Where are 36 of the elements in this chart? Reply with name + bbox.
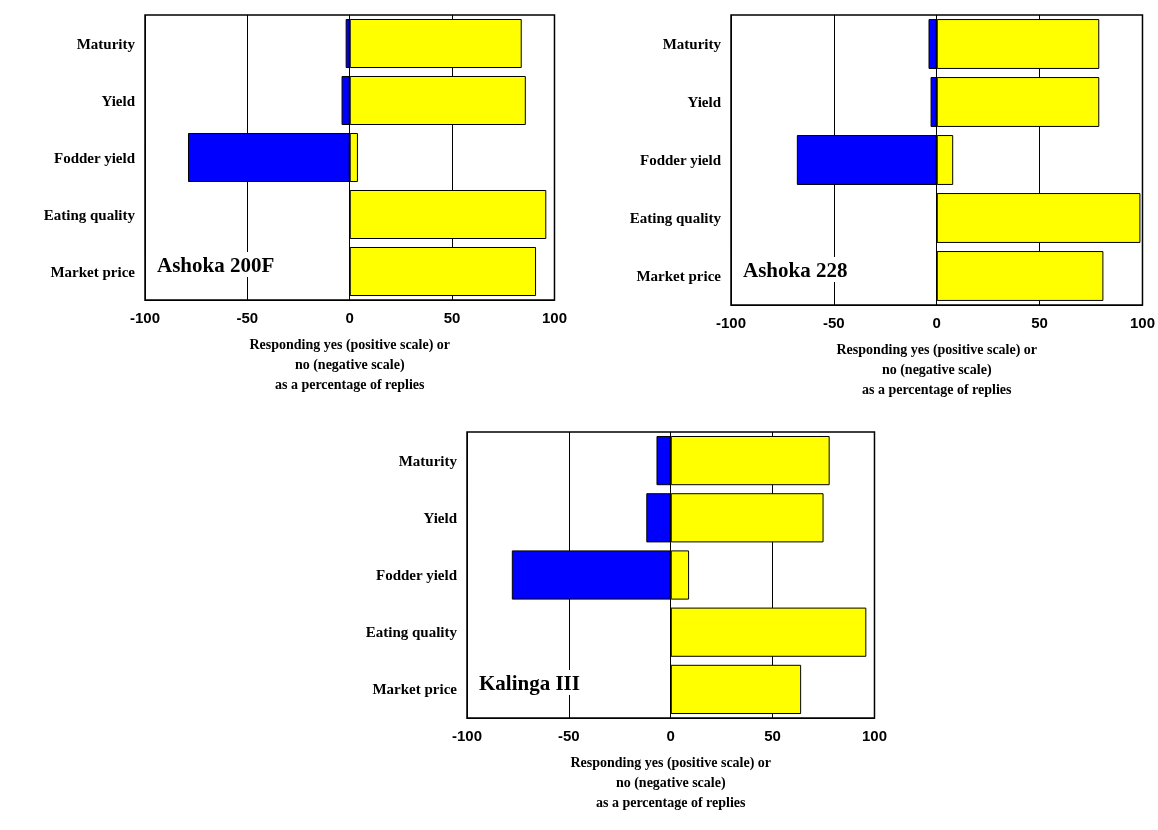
y-tick-label: Maturity	[398, 452, 458, 469]
x-tick-label: 0	[932, 314, 941, 331]
y-tick-label: Yield	[687, 94, 722, 110]
x-tick-label: 50	[764, 727, 781, 744]
x-tick-label: -50	[236, 309, 259, 326]
x-axis-title: Responding yes (positive scale) or no (negative scale) as a percentage of replies	[570, 754, 772, 810]
y-tick-label: Maturity	[76, 35, 136, 52]
x-tick-label: 50	[1031, 314, 1048, 331]
x-tick-label: 100	[541, 309, 567, 326]
y-tick-label: Market price	[50, 263, 136, 280]
text: Ashoka 200F	[157, 252, 275, 277]
y-tick-label: Maturity	[662, 36, 722, 52]
y-tick-label: Fodder yield	[376, 567, 458, 583]
y-tick-label: Fodder yield	[640, 152, 722, 168]
y-tick-label: Eating quality	[629, 210, 722, 226]
y-tick-label: Market price	[636, 268, 722, 284]
x-tick-label: 100	[1129, 314, 1155, 331]
y-tick-label: Yield	[101, 92, 136, 109]
y-tick-label: Yield	[423, 509, 458, 526]
x-tick-label: -100	[129, 309, 161, 326]
text: Kalinga III	[479, 670, 580, 695]
x-tick-label: -50	[558, 727, 580, 744]
x-tick-label: -50	[823, 314, 845, 331]
x-tick-label: 0	[666, 727, 675, 744]
x-tick-label: 0	[345, 309, 354, 326]
y-tick-label: Eating quality	[365, 624, 458, 641]
text: Ashoka 228	[743, 257, 848, 282]
y-tick-label: Fodder yield	[54, 149, 136, 166]
x-axis-title: Responding yes (positive scale) or no (negative scale) as a percentage of replies	[249, 336, 451, 392]
x-tick-label: 50	[443, 309, 461, 326]
x-axis-title: Responding yes (positive scale) or no (negative scale) as a percentage of replies	[836, 341, 1038, 397]
x-tick-label: -100	[451, 727, 483, 744]
y-tick-label: Market price	[372, 681, 458, 698]
x-tick-label: 100	[861, 727, 887, 744]
x-tick-label: -100	[715, 314, 747, 331]
y-tick-label: Eating quality	[43, 206, 136, 223]
